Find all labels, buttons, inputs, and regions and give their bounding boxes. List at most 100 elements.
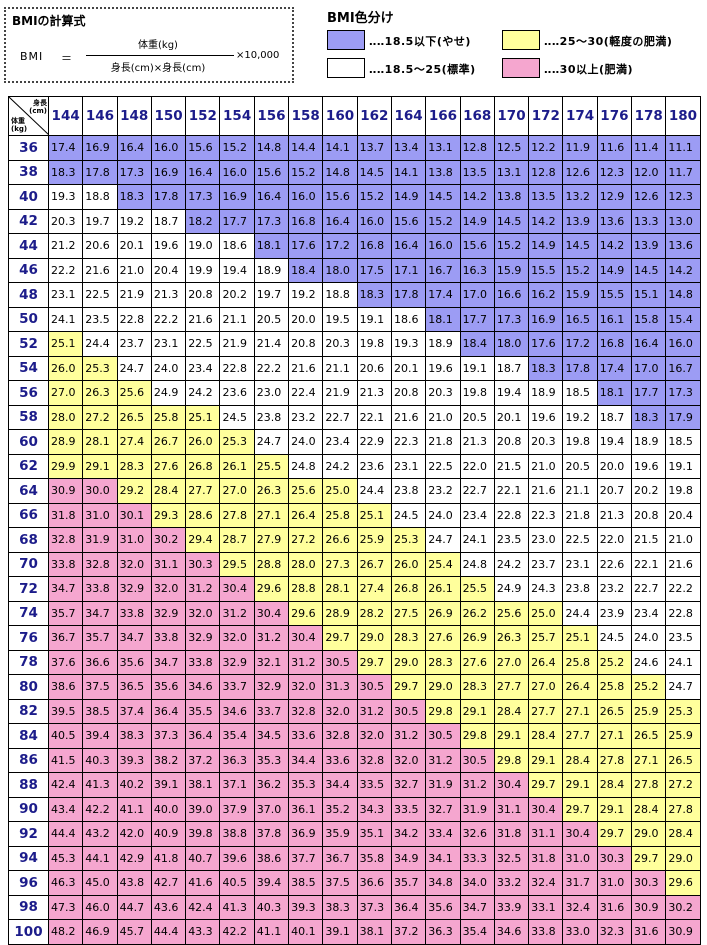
bmi-cell: 23.1 [562, 551, 598, 577]
bmi-cell: 21.0 [116, 257, 152, 283]
bmi-cell: 27.1 [596, 723, 633, 749]
bmi-cell: 28.2 [356, 600, 392, 626]
bmi-cell: 44.7 [116, 894, 152, 920]
bmi-cell: 18.9 [425, 331, 461, 357]
bmi-cell: 15.2 [356, 184, 392, 210]
height-header-cell: 154 [219, 96, 255, 136]
bmi-cell: 22.9 [356, 429, 392, 455]
bmi-cell: 38.5 [288, 870, 324, 896]
bmi-cell: 23.0 [528, 527, 564, 553]
bmi-cell: 20.2 [219, 282, 255, 308]
bmi-cell: 40.2 [116, 772, 152, 798]
bmi-cell: 12.3 [665, 184, 701, 210]
bmi-cell: 30.1 [116, 502, 152, 528]
table-row: 84 40.5 39.4 38.3 37.3 36.4 35.4 34.5 33.6 32.8 32… [8, 723, 701, 749]
bmi-cell: 29.8 [459, 723, 495, 749]
bmi-cell: 24.4 [82, 331, 118, 357]
bmi-cell: 33.4 [425, 821, 461, 847]
bmi-cell: 12.3 [596, 159, 633, 185]
bmi-cell: 28.8 [253, 551, 290, 577]
bmi-cell: 37.5 [322, 870, 358, 896]
legend-label: ‥‥18.5以下(やせ) [369, 35, 471, 48]
bmi-cell: 38.6 [253, 845, 290, 871]
bmi-cell: 21.6 [390, 404, 427, 430]
bmi-cell: 28.4 [150, 478, 187, 504]
bmi-cell: 32.5 [493, 845, 530, 871]
bmi-cell: 20.3 [322, 331, 358, 357]
table-row: 78 37.6 36.6 35.6 34.7 33.8 32.9 32.1 31.2 30.5 29… [8, 649, 701, 675]
weight-header-cell: 96 [8, 870, 49, 896]
bmi-cell: 32.0 [219, 625, 255, 651]
bmi-cell: 25.5 [459, 576, 495, 602]
bmi-cell: 34.2 [390, 821, 427, 847]
bmi-cell: 21.6 [185, 306, 221, 332]
table-row: 88 42.4 41.3 40.2 39.1 38.1 37.1 36.2 35.3 34.4 33… [8, 772, 701, 798]
bmi-cell: 17.3 [665, 380, 701, 406]
bmi-cell: 31.1 [150, 551, 187, 577]
bmi-cell: 20.8 [631, 502, 667, 528]
bmi-cell: 16.9 [219, 184, 255, 210]
weight-header-cell: 62 [8, 453, 49, 479]
bmi-cell: 15.4 [665, 306, 701, 332]
bmi-cell: 35.2 [322, 796, 358, 822]
bmi-cell: 33.0 [562, 919, 598, 945]
bmi-cell: 39.4 [82, 723, 118, 749]
bmi-cell: 34.6 [219, 698, 255, 724]
bmi-cell: 16.2 [528, 282, 564, 308]
bmi-cell: 34.1 [425, 845, 461, 871]
bmi-cell: 29.0 [665, 845, 701, 871]
bmi-cell: 18.6 [390, 306, 427, 332]
bmi-cell: 43.8 [116, 870, 152, 896]
bmi-cell: 23.4 [185, 355, 221, 381]
table-row: 82 39.5 38.5 37.4 36.4 35.5 34.6 33.7 32.8 32.0 31… [8, 698, 701, 724]
height-header-cell: 178 [631, 96, 667, 136]
bmi-cell: 15.2 [219, 135, 255, 161]
bmi-cell: 19.6 [150, 233, 187, 259]
legend-label: ‥‥25〜30(軽度の肥満) [544, 35, 673, 48]
weight-header-cell: 54 [8, 355, 49, 381]
bmi-cell: 19.6 [425, 355, 461, 381]
table-row: 44 21.2 20.6 20.1 19.6 19.0 18.6 18.1 17.6 17.2 16… [8, 233, 701, 259]
bmi-cell: 16.4 [390, 233, 427, 259]
bmi-cell: 30.4 [493, 772, 530, 798]
bmi-cell: 26.5 [631, 723, 667, 749]
bmi-cell: 16.4 [116, 135, 152, 161]
height-header-cell: 180 [665, 96, 701, 136]
bmi-cell: 12.0 [631, 159, 667, 185]
bmi-cell: 39.3 [116, 747, 152, 773]
bmi-cell: 11.7 [665, 159, 701, 185]
bmi-cell: 25.9 [665, 723, 701, 749]
bmi-cell: 28.3 [459, 674, 495, 700]
bmi-cell: 27.6 [459, 649, 495, 675]
bmi-cell: 28.9 [322, 600, 358, 626]
bmi-cell: 23.0 [253, 380, 290, 406]
bmi-cell: 16.7 [425, 257, 461, 283]
legend-item: ‥‥18.5以下(やせ) [327, 30, 527, 50]
bmi-cell: 21.3 [459, 429, 495, 455]
bmi-cell: 34.9 [390, 845, 427, 871]
bmi-cell: 13.8 [493, 184, 530, 210]
bmi-cell: 45.3 [47, 845, 84, 871]
bmi-cell: 34.4 [322, 772, 358, 798]
bmi-cell: 13.4 [390, 135, 427, 161]
bmi-cell: 30.9 [665, 919, 701, 945]
bmi-cell: 27.6 [425, 625, 461, 651]
bmi-cell: 35.5 [185, 698, 221, 724]
bmi-cell: 27.0 [47, 380, 84, 406]
bmi-cell: 30.3 [596, 845, 633, 871]
bmi-cell: 14.9 [528, 233, 564, 259]
bmi-cell: 27.2 [82, 404, 118, 430]
bmi-cell: 26.0 [185, 429, 221, 455]
bmi-cell: 42.0 [116, 821, 152, 847]
bmi-cell: 24.0 [425, 502, 461, 528]
bmi-cell: 40.7 [185, 845, 221, 871]
bmi-cell: 14.2 [528, 208, 564, 234]
bmi-cell: 16.8 [596, 331, 633, 357]
bmi-cell: 24.8 [459, 551, 495, 577]
bmi-cell: 36.7 [47, 625, 84, 651]
bmi-cell: 30.5 [425, 723, 461, 749]
bmi-cell: 12.8 [459, 135, 495, 161]
bmi-cell: 23.4 [459, 502, 495, 528]
bmi-cell: 14.8 [665, 282, 701, 308]
bmi-cell: 33.7 [219, 674, 255, 700]
